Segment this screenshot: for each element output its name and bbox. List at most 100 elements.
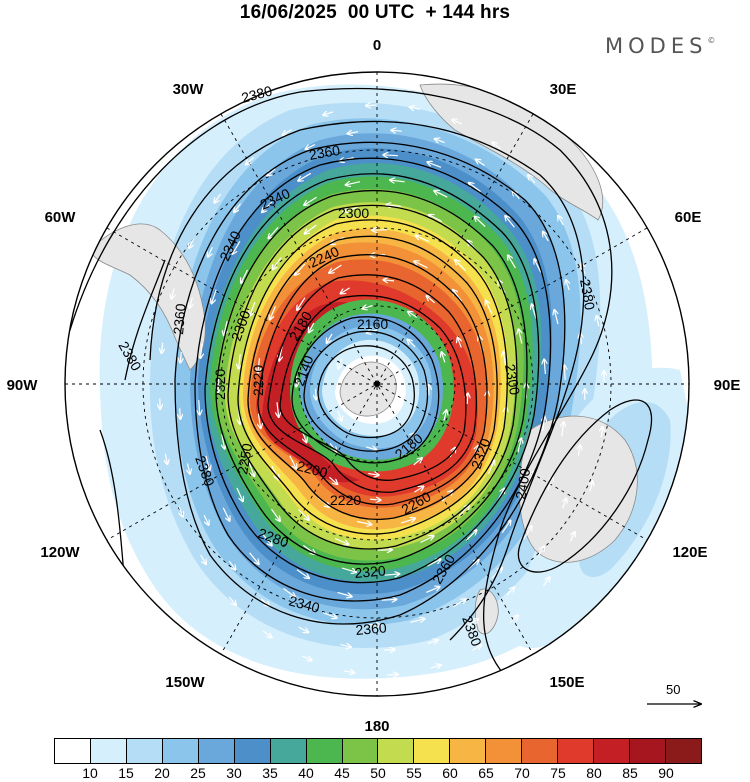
wind-vector <box>458 505 469 517</box>
wind-vector <box>268 227 279 238</box>
contour-label: 2220 <box>330 492 361 508</box>
wind-vector <box>236 487 243 502</box>
colorbar-tick-label: 50 <box>370 765 386 781</box>
colorbar-tick-label: 55 <box>406 765 422 781</box>
wind-vector <box>381 599 397 600</box>
wind-vector <box>425 587 440 593</box>
colorbar-swatch <box>594 739 630 763</box>
lon-label-90e: 90E <box>714 377 741 394</box>
reference-vector: 50 <box>646 682 704 712</box>
wind-vector <box>200 554 207 565</box>
wind-vector <box>503 351 505 367</box>
wind-vector <box>528 175 536 184</box>
colorbar-tick-label: 80 <box>586 765 602 781</box>
wind-vector <box>270 305 277 320</box>
wind-vector <box>427 640 438 644</box>
brand-name: MODES <box>605 34 708 58</box>
new-zealand-landmass <box>474 588 499 635</box>
lon-label-60e: 60E <box>675 209 702 226</box>
wind-vector <box>543 231 549 242</box>
colorbar-swatch <box>486 739 523 763</box>
wind-vector <box>452 119 463 125</box>
wind-vector <box>566 280 570 291</box>
wind-vector <box>162 342 163 354</box>
australia-landmass <box>518 415 638 563</box>
colorbar-swatch <box>270 739 307 763</box>
wind-vector <box>249 552 259 565</box>
wind-vector <box>386 205 401 207</box>
lon-label-120w: 120W <box>40 544 80 561</box>
wind-vector <box>441 352 444 363</box>
lon-label-150e: 150E <box>549 674 584 691</box>
wind-vector <box>347 132 359 134</box>
wind-vector <box>562 422 564 437</box>
wind-vector <box>407 339 416 348</box>
wind-vector <box>564 365 565 380</box>
wind-vector <box>444 410 447 421</box>
copyright-mark: © <box>707 36 716 45</box>
colorbar-tick-label: 60 <box>442 765 458 781</box>
wind-vector <box>597 315 599 327</box>
contour-label: 2300 <box>502 363 523 397</box>
wind-vector <box>258 358 260 373</box>
wind-vector <box>452 599 466 608</box>
wind-vector <box>338 410 342 421</box>
wind-vector <box>492 142 502 150</box>
contour-label: 2320 <box>354 562 387 581</box>
wind-vector <box>329 476 337 484</box>
wind-speed-shading <box>99 84 689 679</box>
wind-vector <box>272 257 282 270</box>
wind-vector <box>289 455 297 469</box>
wind-vector <box>391 130 402 131</box>
colorbar-tick-label: 45 <box>334 765 350 781</box>
wind-vector <box>283 587 296 597</box>
wind-vector <box>279 346 282 361</box>
wind-vector <box>200 343 202 359</box>
contour-label: 2250 <box>234 442 255 476</box>
wind-vector <box>523 526 532 540</box>
wind-vector <box>578 445 580 456</box>
wind-vector <box>338 358 342 369</box>
pole-marker <box>374 381 380 387</box>
wind-vector <box>415 236 430 243</box>
wind-vector <box>239 354 241 369</box>
colorbar-tick-label: 35 <box>262 765 278 781</box>
wind-vectors <box>160 105 604 675</box>
lon-label-120e: 120E <box>672 544 707 561</box>
colorbar-tick-label: 10 <box>82 765 98 781</box>
wind-vector <box>341 567 356 572</box>
wind-vector <box>334 537 349 545</box>
wind-vector <box>474 216 486 228</box>
wind-vector <box>366 447 377 450</box>
colorbar-tick-label: 20 <box>154 765 170 781</box>
colorbar-swatch <box>306 739 343 763</box>
wind-vector <box>369 499 381 500</box>
wind-vector <box>340 287 350 294</box>
contour-label: 2360 <box>355 619 388 638</box>
wind-vector <box>426 296 435 304</box>
wind-vector <box>469 619 478 626</box>
wind-vector <box>420 536 434 544</box>
wind-vector <box>298 626 309 632</box>
wind-vector <box>296 376 297 387</box>
wind-vector <box>323 112 334 115</box>
wind-vector <box>304 196 317 205</box>
wind-vector <box>427 162 442 168</box>
lon-label-0: 0 <box>373 37 381 54</box>
wind-vector <box>453 290 463 302</box>
wind-vector <box>427 559 441 567</box>
colorbar-swatch <box>630 739 666 763</box>
colorbar-swatch <box>558 739 595 763</box>
wind-vector <box>232 240 241 254</box>
wind-vector <box>505 216 515 228</box>
colorbar-swatch <box>162 739 199 763</box>
wind-vector <box>258 413 260 429</box>
south-america-landmass <box>89 223 206 371</box>
wind-vector <box>590 481 593 492</box>
lon-label-30e: 30E <box>550 81 577 98</box>
wind-vector <box>501 520 510 534</box>
lon-label-60w: 60W <box>45 209 77 226</box>
colorbar-tick-label: 90 <box>658 765 674 781</box>
contour-label: 2360 <box>170 303 189 336</box>
